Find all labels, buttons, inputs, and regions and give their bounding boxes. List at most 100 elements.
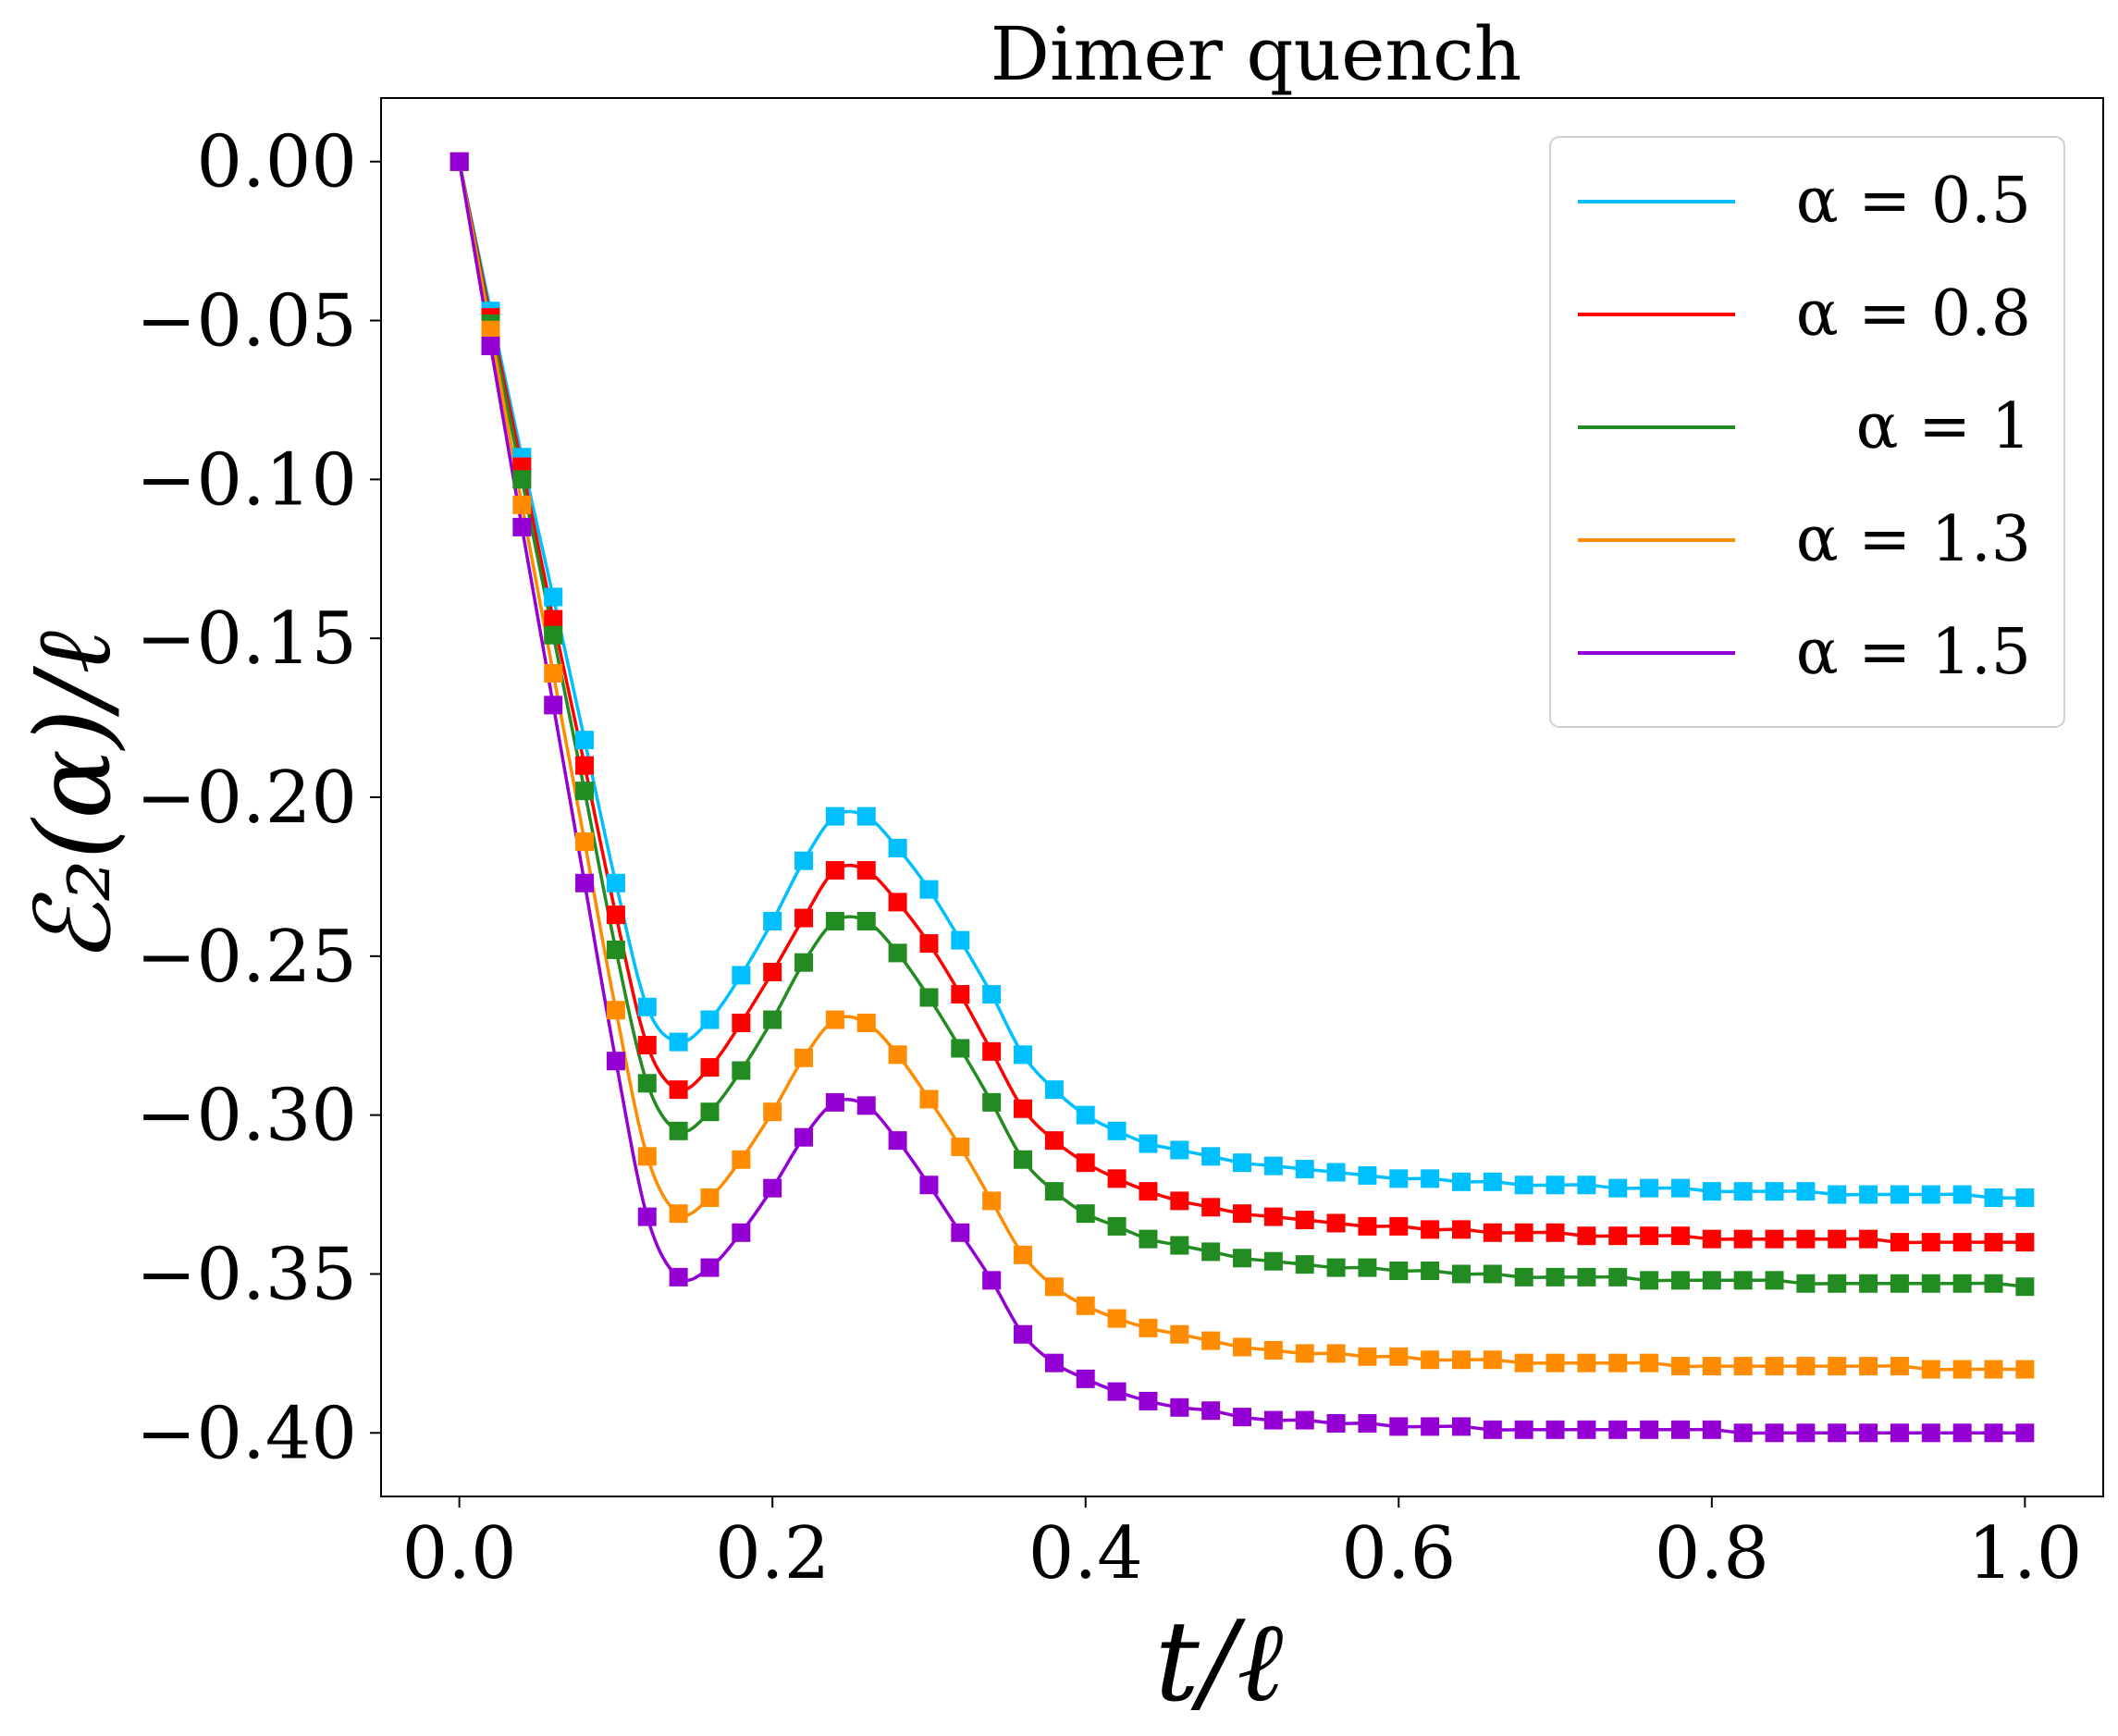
series-point-0	[1545, 1176, 1565, 1195]
series-point-1	[700, 1058, 720, 1077]
series-point-0	[1076, 1105, 1095, 1125]
series-point-0	[919, 880, 939, 899]
series-point-2	[1952, 1274, 1972, 1293]
series-point-4	[1890, 1423, 1909, 1443]
series-point-2	[1014, 1150, 1033, 1169]
series-point-3	[637, 1147, 657, 1166]
series-point-0	[1733, 1182, 1753, 1201]
series-point-3	[1389, 1347, 1409, 1366]
series-point-2	[1702, 1271, 1721, 1290]
series-point-4	[982, 1271, 1002, 1290]
series-point-4	[575, 873, 595, 893]
legend-label-1: α = 0.8	[1796, 277, 2031, 351]
series-point-2	[951, 1039, 970, 1058]
legend-label-0: α = 0.5	[1796, 165, 2031, 238]
series-point-2	[669, 1121, 688, 1140]
series-point-4	[1451, 1417, 1471, 1436]
series-point-0	[1577, 1176, 1596, 1195]
series-point-4	[1670, 1420, 1690, 1439]
series-point-3	[1358, 1347, 1377, 1366]
series-point-3	[1670, 1357, 1690, 1376]
series-point-4	[919, 1176, 939, 1195]
series-point-4	[2015, 1423, 2035, 1443]
series-point-1	[575, 756, 595, 775]
series-point-1	[1921, 1233, 1940, 1252]
plot-markers	[449, 152, 2035, 1443]
y-tick-label: −0.25	[136, 916, 357, 999]
series-point-2	[1044, 1182, 1064, 1201]
series-point-2	[2015, 1277, 2035, 1297]
series-point-2	[637, 1074, 657, 1093]
series-point-3	[1828, 1357, 1847, 1376]
series-point-4	[1044, 1353, 1064, 1373]
series-point-0	[1765, 1182, 1784, 1201]
series-point-4	[1295, 1410, 1314, 1430]
series-point-3	[1326, 1344, 1346, 1363]
series-point-3	[1984, 1360, 2003, 1379]
x-tick-label: 0.8	[1655, 1512, 1769, 1595]
series-point-0	[763, 912, 782, 931]
series-point-2	[919, 988, 939, 1007]
series-point-1	[794, 908, 814, 928]
series-point-2	[1765, 1271, 1784, 1290]
series-point-0	[1984, 1188, 2003, 1207]
series-point-3	[1608, 1353, 1628, 1373]
series-point-1	[1044, 1131, 1064, 1151]
series-point-0	[951, 930, 970, 950]
series-point-3	[794, 1048, 814, 1067]
legend: α = 0.5 α = 0.8 α = 1 α = 1.3 α = 1.5	[1549, 136, 2065, 728]
series-point-4	[1358, 1413, 1377, 1433]
series-point-4	[606, 1052, 625, 1071]
series-point-0	[856, 806, 876, 826]
series-point-4	[637, 1207, 657, 1226]
series-point-4	[763, 1178, 782, 1198]
series-point-3	[1107, 1309, 1127, 1328]
series-point-4	[449, 152, 469, 171]
series-point-3	[1139, 1318, 1158, 1337]
series-point-4	[1201, 1401, 1221, 1421]
x-tick-label: 1.0	[1967, 1512, 2082, 1595]
series-point-0	[1139, 1134, 1158, 1153]
series-point-2	[1139, 1229, 1158, 1249]
series-point-2	[1577, 1267, 1596, 1287]
series-point-1	[1263, 1207, 1283, 1226]
series-point-1	[1859, 1229, 1878, 1249]
series-point-3	[1076, 1296, 1095, 1315]
series-point-0	[1014, 1045, 1033, 1065]
series-point-0	[700, 1010, 720, 1029]
series-point-1	[1326, 1213, 1346, 1233]
series-point-2	[1233, 1249, 1251, 1268]
series-point-4	[1514, 1420, 1533, 1439]
series-point-4	[732, 1223, 751, 1242]
series-point-3	[1921, 1360, 1940, 1379]
series-point-1	[856, 861, 876, 880]
series-point-1	[637, 1036, 657, 1055]
series-point-4	[1170, 1397, 1189, 1417]
series-point-1	[1702, 1229, 1721, 1249]
series-point-2	[575, 782, 595, 801]
series-point-2	[1921, 1274, 1940, 1293]
series-point-4	[512, 517, 532, 536]
series-point-0	[982, 985, 1002, 1004]
series-point-2	[1107, 1216, 1127, 1236]
series-point-3	[1765, 1357, 1784, 1376]
series-point-1	[2015, 1233, 2035, 1252]
series-point-4	[1952, 1423, 1972, 1443]
series-point-3	[1483, 1350, 1502, 1370]
series-point-1	[1640, 1226, 1659, 1246]
series-point-0	[1263, 1156, 1283, 1176]
series-point-3	[700, 1188, 720, 1207]
y-axis: 0.00 −0.05 −0.10 −0.15 −0.20 −0.25 −0.30 −0.35 −…	[136, 121, 381, 1475]
y-tick-label: −0.15	[136, 597, 357, 681]
series-point-0	[1326, 1163, 1346, 1182]
series-point-3	[1451, 1350, 1471, 1370]
series-point-3	[512, 495, 532, 514]
series-point-4	[825, 1092, 844, 1112]
y-tick-label: −0.05	[136, 280, 357, 363]
series-point-2	[1828, 1274, 1847, 1293]
y-tick-label: −0.40	[136, 1392, 357, 1475]
series-point-2	[1295, 1255, 1314, 1274]
series-point-2	[1859, 1274, 1878, 1293]
series-point-3	[1702, 1357, 1721, 1376]
series-point-4	[1733, 1423, 1753, 1443]
